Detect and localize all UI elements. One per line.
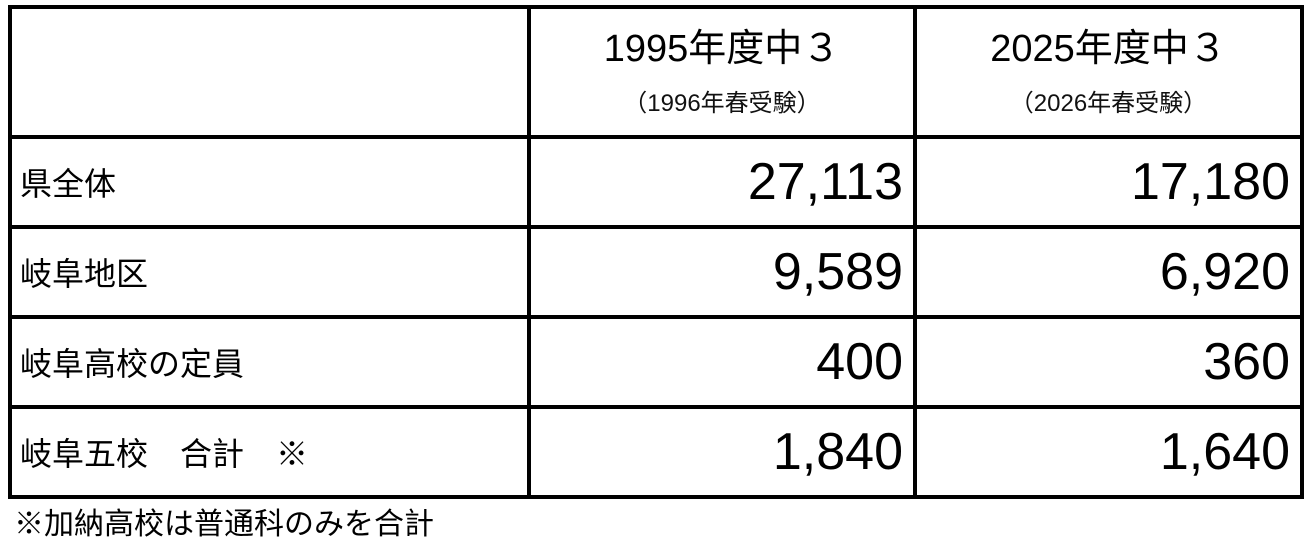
header-year-2025: 2025年度中３ bbox=[990, 28, 1227, 70]
row-label: 岐阜五校 合計 ※ bbox=[8, 405, 531, 499]
header-exam-1996: （1996年春受験） bbox=[623, 90, 821, 117]
value-2025: 360 bbox=[913, 315, 1304, 409]
comparison-table: 1995年度中３ （1996年春受験） 2025年度中３ （2026年春受験） … bbox=[8, 5, 1304, 499]
table-row: 岐阜高校の定員 400 360 bbox=[8, 315, 1304, 409]
table-row: 県全体 27,113 17,180 bbox=[8, 135, 1304, 229]
header-empty-cell bbox=[8, 5, 531, 139]
footnote: ※加納高校は普通科のみを合計 bbox=[14, 508, 434, 541]
table-row: 岐阜地区 9,589 6,920 bbox=[8, 225, 1304, 319]
header-2025: 2025年度中３ （2026年春受験） bbox=[913, 5, 1304, 139]
value-1995: 27,113 bbox=[527, 135, 917, 229]
value-1995: 400 bbox=[527, 315, 917, 409]
row-label: 県全体 bbox=[8, 135, 531, 229]
table-row: 岐阜五校 合計 ※ 1,840 1,640 bbox=[8, 405, 1304, 499]
value-2025: 1,640 bbox=[913, 405, 1304, 499]
value-2025: 6,920 bbox=[913, 225, 1304, 319]
row-label: 岐阜高校の定員 bbox=[8, 315, 531, 409]
header-exam-2026: （2026年春受験） bbox=[1009, 90, 1208, 117]
header-year-1995: 1995年度中３ bbox=[603, 28, 841, 70]
header-1995: 1995年度中３ （1996年春受験） bbox=[527, 5, 917, 139]
value-1995: 1,840 bbox=[527, 405, 917, 499]
row-label: 岐阜地区 bbox=[8, 225, 531, 319]
header-row: 1995年度中３ （1996年春受験） 2025年度中３ （2026年春受験） bbox=[8, 5, 1304, 139]
value-1995: 9,589 bbox=[527, 225, 917, 319]
value-2025: 17,180 bbox=[913, 135, 1304, 229]
